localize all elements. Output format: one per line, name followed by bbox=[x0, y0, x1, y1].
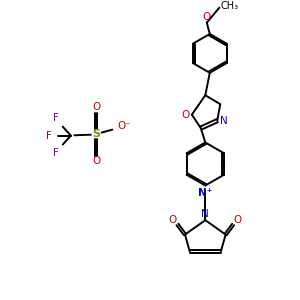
Text: CH₃: CH₃ bbox=[221, 1, 239, 11]
Text: O: O bbox=[92, 103, 100, 112]
Text: S: S bbox=[92, 129, 100, 139]
Text: O: O bbox=[181, 110, 189, 120]
Text: O: O bbox=[92, 156, 100, 166]
Text: F: F bbox=[46, 130, 52, 141]
Text: F: F bbox=[53, 148, 59, 158]
Text: N⁺: N⁺ bbox=[198, 188, 212, 198]
Text: O⁻: O⁻ bbox=[117, 121, 131, 131]
Text: O: O bbox=[233, 215, 242, 225]
Text: O: O bbox=[169, 215, 177, 225]
Text: N: N bbox=[220, 116, 228, 126]
Text: F: F bbox=[53, 113, 59, 123]
Text: O: O bbox=[203, 12, 211, 22]
Text: N: N bbox=[201, 209, 209, 219]
